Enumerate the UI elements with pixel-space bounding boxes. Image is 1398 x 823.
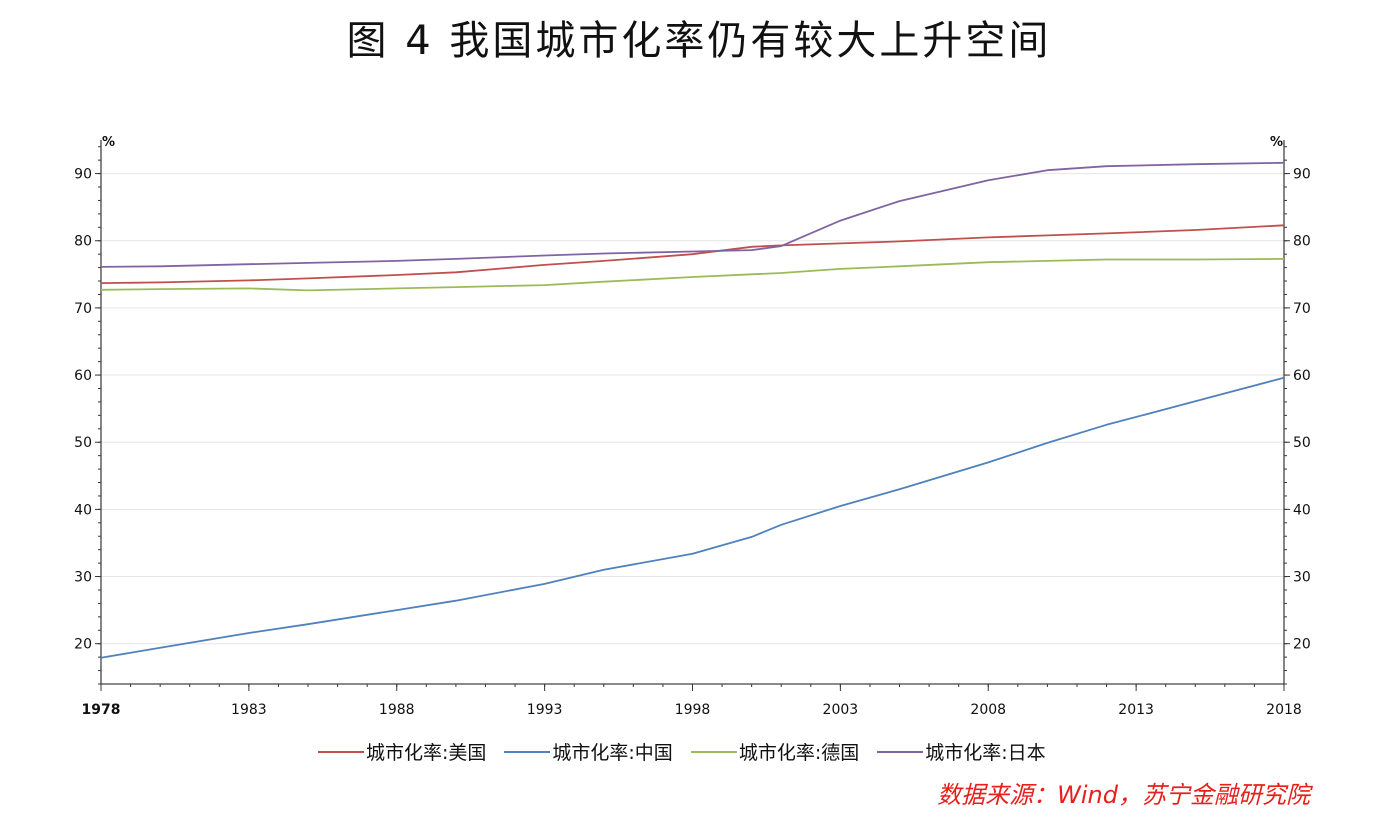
y-tick-label-right: 80 xyxy=(1293,234,1311,250)
y-tick-label-left: 40 xyxy=(74,502,92,518)
y-tick-label-left: 50 xyxy=(74,435,92,451)
x-tick-label: 2018 xyxy=(1266,702,1302,718)
y-unit-label-left: % xyxy=(102,135,115,150)
x-tick-label: 2008 xyxy=(970,702,1006,718)
legend-swatch xyxy=(504,750,551,753)
legend-swatch xyxy=(877,750,924,753)
y-tick-label-right: 70 xyxy=(1293,301,1311,317)
legend-label: 城市化率:日本 xyxy=(925,742,1046,764)
series-line-1 xyxy=(100,376,1285,659)
series-line-3 xyxy=(100,161,1285,268)
x-tick-label: 1983 xyxy=(231,702,267,718)
x-tick-label: 1998 xyxy=(675,702,711,718)
legend-label: 城市化率:德国 xyxy=(738,742,860,764)
legend-label: 城市化率:美国 xyxy=(366,742,487,764)
line-chart: 20 20 30 30 40 40 50 50 60 60 70 70 80 80 90 90% % 1978 19… xyxy=(74,135,1311,718)
x-tick-label: 1993 xyxy=(527,702,563,718)
y-tick-label-left: 60 xyxy=(74,368,92,384)
y-tick-label-left: 90 xyxy=(74,167,92,183)
legend-swatch xyxy=(690,750,737,753)
y-tick-label-right: 20 xyxy=(1293,637,1311,653)
chart-title: 图 4 我国城市化率仍有较大上升空间 xyxy=(346,18,1052,64)
y-tick-label-right: 40 xyxy=(1293,502,1311,518)
series-line-0 xyxy=(100,224,1285,284)
y-tick-label-left: 30 xyxy=(74,570,92,586)
legend-item: 城市化率:中国 xyxy=(504,738,673,765)
y-tick-label-left: 20 xyxy=(74,637,92,653)
legend-item: 城市化率:美国 xyxy=(318,738,486,765)
y-tick-label-right: 30 xyxy=(1293,570,1311,586)
x-tick-label: 2013 xyxy=(1118,702,1154,718)
legend-swatch xyxy=(318,750,364,753)
y-tick-label-left: 80 xyxy=(74,234,92,250)
legend-item: 城市化率:日本 xyxy=(877,738,1046,765)
legend-label: 城市化率:中国 xyxy=(552,742,673,764)
data-source-note: 数据来源：Wind，苏宁金融研究院 xyxy=(937,781,1310,809)
y-tick-label-left: 70 xyxy=(74,301,92,317)
y-tick-label-right: 60 xyxy=(1293,368,1311,384)
legend-item: 城市化率:德国 xyxy=(690,738,860,765)
x-tick-label: 2003 xyxy=(823,702,859,718)
series-line-2 xyxy=(100,258,1285,292)
x-tick-label: 1978 xyxy=(82,702,121,718)
x-tick-label: 1988 xyxy=(379,702,415,718)
y-tick-label-right: 50 xyxy=(1293,435,1311,451)
chart-legend: 城市化率:美国 城市化率:中国 城市化率:德国 城市化率:日本 xyxy=(318,738,1046,765)
y-unit-label-right: % xyxy=(1270,135,1283,150)
y-tick-label-right: 90 xyxy=(1293,167,1311,183)
